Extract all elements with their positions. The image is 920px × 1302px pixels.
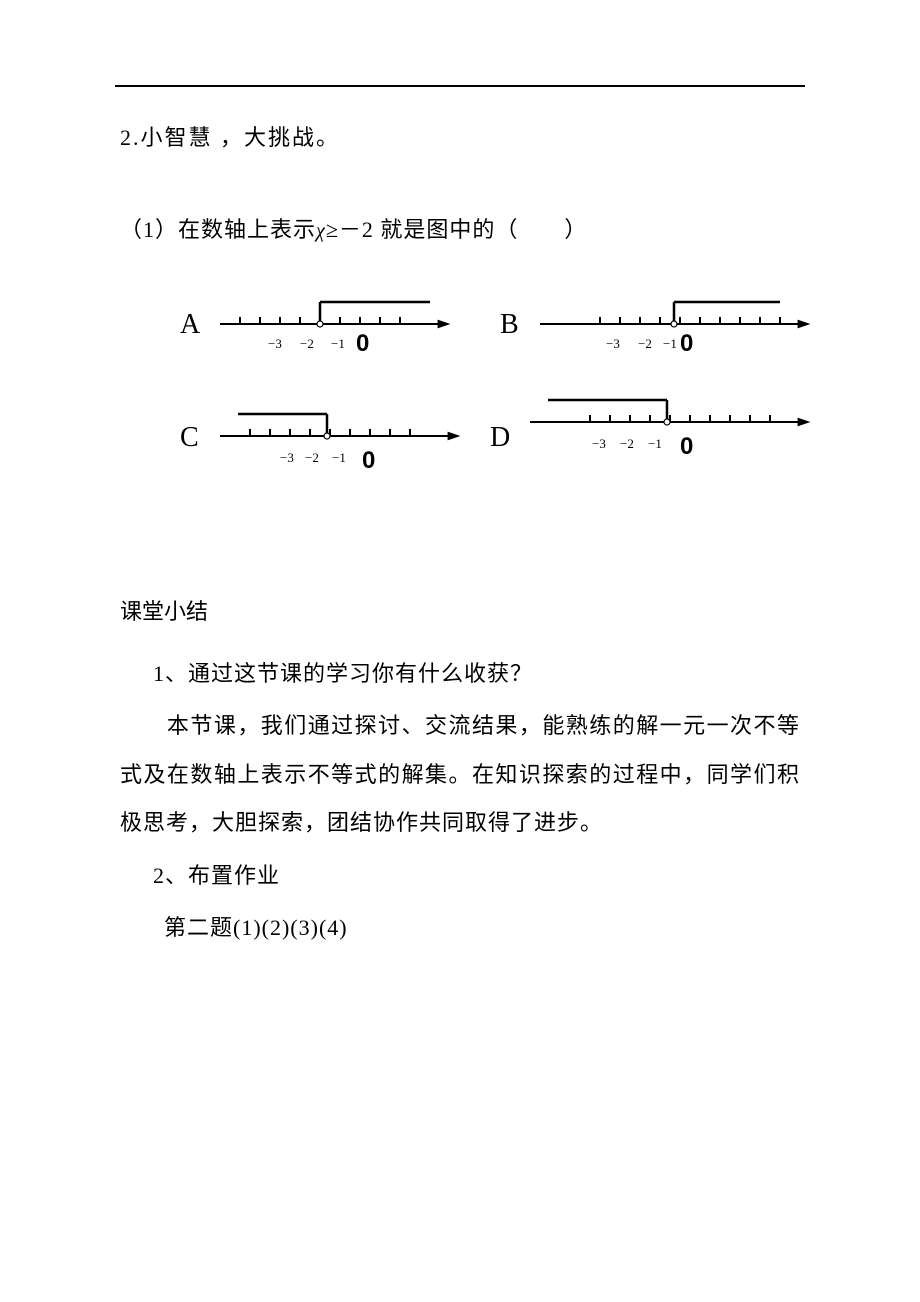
tick-m1-C: −1 [332, 450, 346, 466]
q1-variable: χ [316, 220, 326, 242]
question-1: （1）在数轴上表示χ≥－2 就是图中的（ ） [120, 212, 800, 244]
tick-m3-D: −3 [592, 436, 606, 452]
diagram-svg [140, 284, 820, 504]
tick-zero-D: 0 [680, 433, 693, 461]
tick-m2-D: −2 [620, 436, 634, 452]
q1-prefix: （1）在数轴上表示 [120, 217, 316, 242]
tick-zero-B: 0 [680, 330, 693, 358]
top-rule [115, 85, 805, 87]
number-line-diagrams: A−3−2−10B−3−2−10C−3−2−10D−3−2−10 [140, 284, 820, 544]
tick-m1-B: −1 [663, 336, 677, 352]
tick-m2-C: −2 [305, 450, 319, 466]
tick-m3-B: −3 [606, 336, 620, 352]
option-label-D: D [490, 422, 510, 454]
tick-m3-A: −3 [268, 336, 282, 352]
summary-body: 本节课，我们通过探讨、交流结果，能熟练的解一元一次不等式及在数轴上表示不等式的解… [120, 702, 800, 847]
option-label-A: A [180, 309, 200, 341]
tick-m2-B: −2 [638, 336, 652, 352]
q1-suffix: ≥－2 就是图中的（ ） [326, 217, 588, 242]
tick-zero-C: 0 [362, 447, 375, 475]
homework-body: 第二题(1)(2)(3)(4) [120, 904, 800, 952]
summary-heading: 课堂小结 [120, 594, 800, 626]
homework-heading: 2、布置作业 [120, 852, 800, 900]
summary-question: 1、通过这节课的学习你有什么收获？ [120, 650, 800, 698]
section-2-title: 2.小智慧 ，大挑战。 [120, 120, 800, 152]
tick-m1-D: −1 [648, 436, 662, 452]
option-label-C: C [180, 422, 199, 454]
tick-m1-A: −1 [331, 336, 345, 352]
tick-m3-C: −3 [280, 450, 294, 466]
tick-m2-A: −2 [300, 336, 314, 352]
option-label-B: B [500, 309, 519, 341]
tick-zero-A: 0 [356, 330, 369, 358]
page-content: 2.小智慧 ，大挑战。 （1）在数轴上表示χ≥－2 就是图中的（ ） A −3 −2… [120, 120, 800, 952]
